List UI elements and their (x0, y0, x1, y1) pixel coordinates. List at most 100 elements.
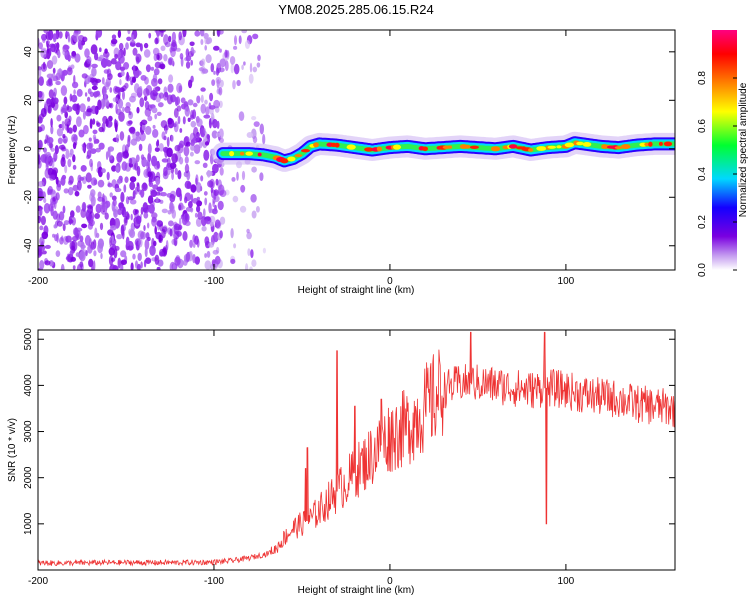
noise-cell (66, 67, 73, 76)
noise-cell (128, 228, 134, 237)
noise-cell (72, 142, 77, 150)
noise-cell (214, 255, 221, 265)
noise-cell (64, 164, 68, 174)
noise-cell (137, 252, 142, 262)
noise-cell (131, 34, 135, 44)
spectrogram-signal-ridge (211, 131, 675, 172)
noise-cell (97, 242, 103, 254)
noise-cell (91, 264, 94, 270)
noise-cell (154, 113, 158, 120)
noise-cell (95, 90, 101, 97)
colorbar-tick-label: 0.6 (697, 119, 708, 133)
noise-cell (173, 121, 179, 133)
noise-cell (81, 223, 88, 229)
noise-cell (154, 225, 157, 235)
noise-cell (88, 137, 92, 142)
noise-cell (90, 244, 96, 251)
figure-title: YM08.2025.285.06.15.R24 (278, 2, 433, 17)
snr-y-ticks: 1000 2000 3000 4000 5000 (23, 328, 675, 535)
noise-cell (230, 258, 236, 265)
noise-cell (146, 161, 150, 172)
noise-cell (38, 157, 41, 165)
noise-cell (112, 265, 119, 270)
noise-cell (197, 211, 203, 220)
ridge-hotspot (576, 141, 584, 146)
noise-cell (187, 117, 191, 123)
noise-cell (111, 58, 117, 65)
noise-cell (79, 103, 86, 113)
noise-cell (217, 200, 224, 211)
noise-cell (169, 205, 175, 211)
noise-cell (94, 52, 99, 61)
noise-cell (204, 141, 210, 146)
noise-cell (215, 178, 219, 186)
noise-cell (172, 233, 177, 239)
noise-cell (210, 187, 214, 194)
noise-cell (71, 81, 79, 89)
noise-cell (61, 235, 64, 242)
noise-cell (130, 138, 138, 146)
noise-cell (238, 35, 242, 45)
noise-cell (121, 207, 127, 218)
noise-cell (154, 254, 160, 265)
noise-cell (82, 110, 86, 120)
noise-cell (101, 168, 106, 174)
noise-cell (168, 220, 174, 227)
noise-cell (76, 116, 82, 127)
noise-cell (80, 165, 87, 172)
noise-cell (72, 154, 76, 163)
noise-cell (210, 63, 215, 73)
noise-cell (190, 146, 196, 151)
noise-cell (157, 78, 163, 85)
noise-cell (206, 250, 211, 258)
noise-cell (203, 191, 208, 196)
noise-cell (161, 158, 169, 163)
noise-cell (68, 215, 73, 225)
noise-cell (74, 229, 81, 241)
noise-cell (174, 256, 181, 266)
noise-cell (125, 144, 129, 154)
noise-cell (38, 67, 42, 78)
noise-cell (77, 180, 82, 191)
noise-cell (219, 48, 222, 53)
noise-cell (200, 175, 204, 182)
noise-cell (233, 243, 237, 249)
noise-cell (48, 203, 54, 212)
noise-cell (47, 30, 54, 41)
noise-cell (112, 97, 119, 103)
spectrogram-frame (37, 29, 676, 271)
noise-cell (204, 260, 212, 270)
noise-cell (94, 78, 102, 83)
noise-cell (76, 103, 80, 111)
noise-cell (57, 68, 63, 76)
noise-cell (98, 142, 105, 150)
noise-cell (137, 263, 141, 270)
noise-cell (185, 141, 191, 147)
noise-cell (50, 147, 55, 152)
noise-cell (79, 235, 84, 243)
noise-cell (192, 254, 196, 264)
noise-cell (236, 171, 239, 181)
noise-cell (241, 170, 246, 181)
noise-cell (194, 212, 198, 218)
noise-cell (250, 194, 257, 203)
noise-cell (251, 116, 257, 121)
noise-cell (154, 37, 159, 45)
noise-cell (97, 99, 102, 111)
noise-cell (99, 222, 104, 231)
noise-cell (179, 156, 184, 165)
noise-cell (94, 227, 98, 239)
noise-cell (203, 114, 211, 119)
noise-cell (212, 208, 218, 215)
noise-cell (243, 61, 246, 66)
noise-cell (124, 176, 129, 183)
noise-cell (48, 89, 54, 99)
noise-cell (75, 205, 81, 213)
noise-cell (47, 188, 50, 196)
noise-cell (184, 196, 188, 204)
noise-cell (86, 142, 93, 150)
noise-cell (74, 190, 80, 197)
noise-cell (173, 108, 179, 118)
noise-cell (174, 167, 178, 175)
noise-cell (188, 201, 193, 208)
